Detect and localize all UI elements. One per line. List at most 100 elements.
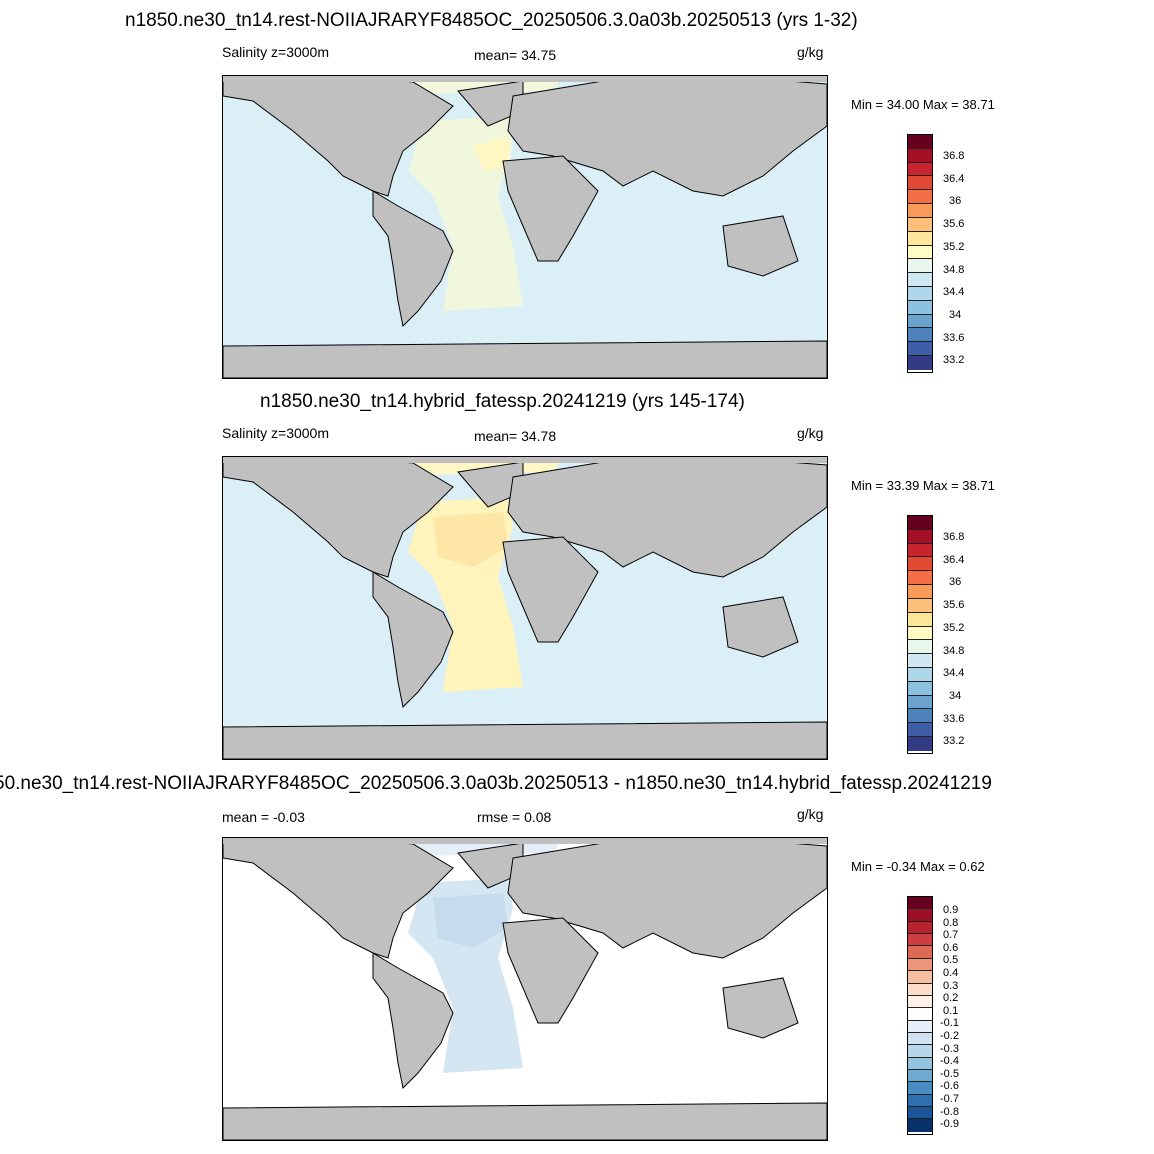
colorbar-tick-label: 35.6 bbox=[943, 218, 965, 231]
colorbar-tick-label: -0.8 bbox=[940, 1105, 959, 1118]
colorbar-swatch bbox=[908, 667, 932, 682]
colorbar-swatch bbox=[908, 695, 932, 710]
panel-3-title: 50.ne30_tn14.rest-NOIIAJRARYF8485OC_2025… bbox=[0, 773, 992, 794]
colorbar-swatch bbox=[908, 737, 932, 751]
colorbar-tick-label: 0.9 bbox=[943, 904, 959, 916]
panel-1-minmax: Min = 34.00 Max = 38.71 bbox=[851, 97, 995, 112]
panel-1-left-label: Salinity z=3000m bbox=[222, 44, 330, 60]
colorbar-swatch bbox=[908, 654, 932, 668]
colorbar-swatch bbox=[908, 1070, 932, 1083]
panel-1-title: n1850.ne30_tn14.rest-NOIIAJRARYF8485OC_2… bbox=[125, 10, 858, 31]
panel-1-colorbar bbox=[907, 134, 933, 373]
colorbar-swatch bbox=[908, 300, 932, 315]
colorbar-swatch bbox=[908, 217, 932, 232]
colorbar-swatch bbox=[908, 958, 932, 972]
colorbar-tick-label: 35.2 bbox=[943, 240, 965, 253]
colorbar-swatch bbox=[908, 1119, 932, 1132]
panel-3-units: g/kg bbox=[797, 806, 824, 822]
colorbar-swatch bbox=[908, 946, 932, 959]
panel-1-map bbox=[222, 75, 828, 379]
colorbar-swatch bbox=[908, 1094, 932, 1108]
colorbar-tick-label: 36.4 bbox=[943, 553, 965, 566]
colorbar-swatch bbox=[908, 148, 932, 163]
colorbar-swatch bbox=[908, 1082, 932, 1095]
colorbar-swatch bbox=[908, 921, 932, 935]
colorbar-tick-label: 0.2 bbox=[943, 992, 959, 1005]
colorbar-tick-label: 0.3 bbox=[943, 979, 959, 992]
colorbar-tick-label: 33.2 bbox=[943, 354, 965, 367]
colorbar-tick-label: -0.3 bbox=[940, 1042, 959, 1055]
colorbar-swatch bbox=[908, 571, 932, 586]
colorbar-swatch bbox=[908, 259, 932, 274]
colorbar-swatch bbox=[908, 640, 932, 655]
colorbar-swatch bbox=[908, 529, 932, 544]
panel-3-mean: mean = -0.03 bbox=[222, 809, 305, 825]
colorbar-swatch bbox=[908, 328, 932, 343]
colorbar-swatch bbox=[908, 273, 932, 287]
colorbar-swatch bbox=[908, 176, 932, 191]
colorbar-swatch bbox=[908, 135, 932, 149]
colorbar-tick-label: 33.2 bbox=[943, 735, 965, 748]
colorbar-tick-label: 36 bbox=[949, 576, 962, 589]
colorbar-swatch bbox=[908, 204, 932, 218]
colorbar-swatch bbox=[908, 1020, 932, 1033]
colorbar-tick-label: 34 bbox=[949, 689, 962, 702]
colorbar-swatch bbox=[908, 231, 932, 246]
colorbar-tick-label: 34.8 bbox=[943, 644, 965, 657]
colorbar-tick-label: 36.8 bbox=[943, 150, 965, 162]
colorbar-swatch bbox=[908, 1008, 932, 1021]
map-svg bbox=[223, 838, 827, 1140]
panel-2-left-label: Salinity z=3000m bbox=[222, 425, 330, 441]
colorbar-swatch bbox=[908, 598, 932, 613]
colorbar-swatch bbox=[908, 516, 932, 530]
colorbar-swatch bbox=[908, 1045, 932, 1058]
colorbar-tick-label: 36.8 bbox=[943, 531, 965, 543]
panel-2-mean: mean= 34.78 bbox=[474, 428, 557, 444]
panel-3-minmax: Min = -0.34 Max = 0.62 bbox=[851, 859, 985, 874]
colorbar-tick-label: -0.1 bbox=[940, 1017, 959, 1030]
colorbar-swatch bbox=[908, 709, 932, 724]
colorbar-swatch bbox=[908, 245, 932, 260]
colorbar-swatch bbox=[908, 286, 932, 301]
colorbar-swatch bbox=[908, 723, 932, 737]
colorbar-swatch bbox=[908, 557, 932, 572]
colorbar-swatch bbox=[908, 1057, 932, 1071]
colorbar-swatch bbox=[908, 1032, 932, 1046]
colorbar-swatch bbox=[908, 162, 932, 177]
panel-3-map bbox=[222, 837, 828, 1141]
colorbar-tick-label: 34.4 bbox=[943, 667, 965, 680]
colorbar-swatch bbox=[908, 1107, 932, 1120]
map-svg bbox=[223, 76, 827, 378]
colorbar-swatch bbox=[908, 314, 932, 329]
colorbar-swatch bbox=[908, 909, 932, 922]
panel-2-minmax: Min = 33.39 Max = 38.71 bbox=[851, 478, 995, 493]
colorbar-swatch bbox=[908, 983, 932, 996]
panel-2-units: g/kg bbox=[797, 425, 824, 441]
colorbar-swatch bbox=[908, 543, 932, 558]
colorbar-tick-label: 0.6 bbox=[943, 941, 959, 954]
colorbar-swatch bbox=[908, 585, 932, 599]
colorbar-swatch bbox=[908, 897, 932, 910]
colorbar-tick-label: 36.4 bbox=[943, 172, 965, 185]
colorbar-swatch bbox=[908, 681, 932, 696]
colorbar-tick-label: 34 bbox=[949, 308, 962, 321]
map-svg bbox=[223, 457, 827, 759]
colorbar-tick-label: 35.6 bbox=[943, 599, 965, 612]
colorbar-tick-label: 36 bbox=[949, 195, 962, 208]
colorbar-swatch bbox=[908, 626, 932, 641]
panel-1-mean: mean= 34.75 bbox=[474, 47, 557, 63]
colorbar-tick-label: -0.6 bbox=[940, 1080, 959, 1093]
panel-2-title: n1850.ne30_tn14.hybrid_fatessp.20241219 … bbox=[260, 391, 745, 412]
colorbar-tick-label: 33.6 bbox=[943, 712, 965, 725]
colorbar-swatch bbox=[908, 971, 932, 984]
colorbar-tick-label: -0.5 bbox=[940, 1067, 959, 1080]
colorbar-tick-label: -0.4 bbox=[940, 1055, 959, 1068]
colorbar-tick-label: 34.4 bbox=[943, 286, 965, 299]
colorbar-swatch bbox=[908, 356, 932, 370]
panel-3-colorbar bbox=[907, 896, 933, 1135]
colorbar-tick-label: 35.2 bbox=[943, 621, 965, 634]
colorbar-swatch bbox=[908, 995, 932, 1009]
panel-1-units: g/kg bbox=[797, 44, 824, 60]
panel-3-rmse: rmse = 0.08 bbox=[477, 809, 552, 825]
colorbar-tick-label: 0.1 bbox=[943, 1004, 959, 1017]
